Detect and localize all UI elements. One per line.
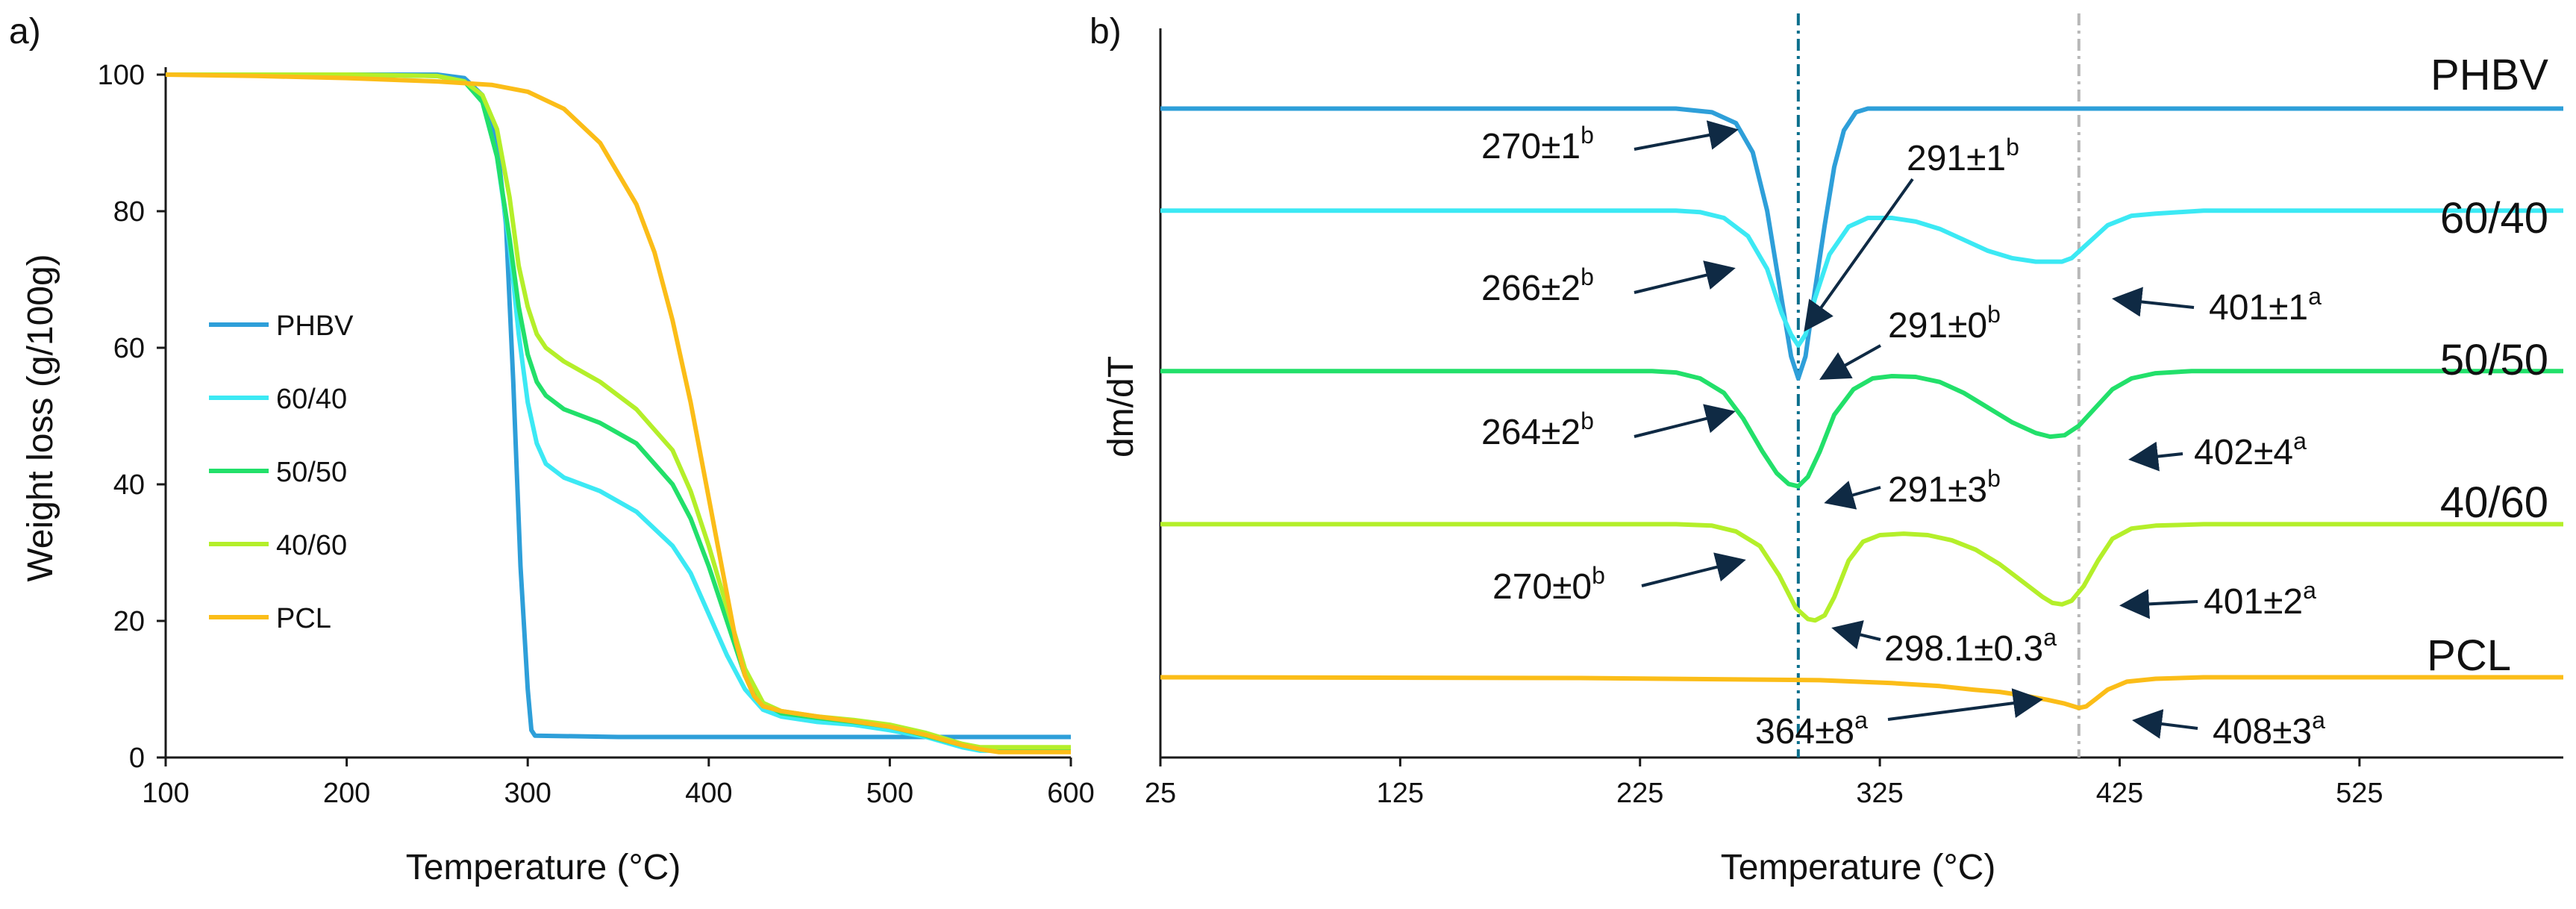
annotation-5050-peak: 291±3b [1888,465,2001,510]
arrow-4060-peak [1837,629,1881,640]
panel-b-label: b) [1090,12,1122,51]
annotation-5050-onset: 264±2b [1481,407,1594,452]
arrow-5050-second [2134,454,2183,459]
arrow-6040-second [2118,299,2194,307]
panel-a-x-tick-label: 400 [685,778,732,809]
panel-a-xlabel: Temperature (°C) [406,848,681,887]
annotation-4060-peak: 298.1±0.3a [1884,624,2057,669]
arrow-5050-peak [1830,487,1881,502]
panel-a-y-tick-label: 60 [113,333,145,364]
annotation-pcl-peak: 408±3a [2213,707,2325,752]
panel-a-x-tick-label: 300 [504,778,551,809]
annotation-4060-second: 401±2a [2204,577,2316,622]
annotation-6040-onset: 266±2b [1481,263,1594,308]
annotation-6040-second: 401±1a [2209,283,2322,328]
panel-b-x-tick-label: 225 [1616,778,1663,809]
panel-b-series-50-50 [1160,371,2563,486]
series-label-40-60: 40/60 [2440,478,2548,527]
panel-b-annotations: 270±1b 291±1b 266±2b 291±0b 401±1a 264±2… [1481,122,2325,752]
panel-a-plot: 100 200 300 400 500 600 0 20 40 60 80 100 [98,60,1095,809]
panel-a-ylabel: Weight loss (g/100g) [21,254,60,581]
panel-b-x-tick-label: 525 [2336,778,2383,809]
panel-a-y-tick-label: 100 [98,60,145,91]
annotation-5050-second: 402±4a [2194,428,2307,472]
annotation-4060-onset: 270±0b [1492,562,1605,607]
annotation-6040-peak: 291±0b [1888,301,2001,346]
panel-b-series-60-40 [1160,210,2563,346]
arrow-6040-onset [1634,269,1730,293]
arrow-6040-peak [1825,346,1881,377]
legend-label-50-50: 50/50 [276,457,347,488]
panel-a-y-tick-label: 0 [129,743,145,774]
legend-label-pcl: PCL [276,603,331,634]
series-label-50-50: 50/50 [2440,336,2548,384]
panel-b-x-tick-label: 125 [1377,778,1424,809]
arrow-4060-second [2125,602,2198,605]
arrow-pcl-peak [2138,721,2198,728]
panel-b-plot: 25 125 225 325 425 525 [1145,13,2563,809]
arrow-pcl-onset [1888,700,2037,719]
series-label-60-40: 60/40 [2440,194,2548,243]
figure: a) Weight loss (g/100g) Temperature (°C)… [0,0,2576,909]
panel-b-series-pcl [1160,678,2563,708]
panel-a-x-tick-label: 500 [866,778,913,809]
arrow-5050-onset [1634,413,1730,437]
panel-a-x-tick-label: 200 [323,778,370,809]
annotation-phbv-peak: 291±1b [1907,134,2019,178]
panel-a-x-tick-label: 100 [142,778,189,809]
panel-b-xlabel: Temperature (°C) [1721,848,1996,887]
panel-b-x-tick-label: 25 [1145,778,1176,809]
panel-b-ylabel: dm/dT [1101,356,1141,457]
arrow-phbv-onset [1634,131,1733,149]
panel-a-x-tick-label: 600 [1047,778,1094,809]
legend-label-phbv: PHBV [276,310,354,342]
panel-a-y-tick-label: 20 [113,606,145,637]
series-label-phbv: PHBV [2430,51,2548,99]
annotation-phbv-onset: 270±1b [1481,122,1594,166]
arrow-4060-onset [1642,561,1740,586]
panel-a-y-tick-label: 80 [113,196,145,228]
series-label-pcl: PCL [2427,631,2511,680]
panel-b-x-tick-label: 325 [1856,778,1903,809]
legend-label-60-40: 60/40 [276,384,347,415]
panel-b-x-tick-label: 425 [2096,778,2143,809]
panel-b-series-phbv [1160,109,2563,379]
legend-label-40-60: 40/60 [276,530,347,561]
panel-a-legend: PHBV 60/40 50/50 40/60 PCL [209,310,354,634]
panel-b-series-40-60 [1160,524,2563,620]
panel-a-y-tick-label: 40 [113,469,145,501]
annotation-pcl-onset: 364±8a [1755,707,1868,752]
panel-a-label: a) [9,12,41,51]
arrow-phbv-peak [1807,179,1913,327]
